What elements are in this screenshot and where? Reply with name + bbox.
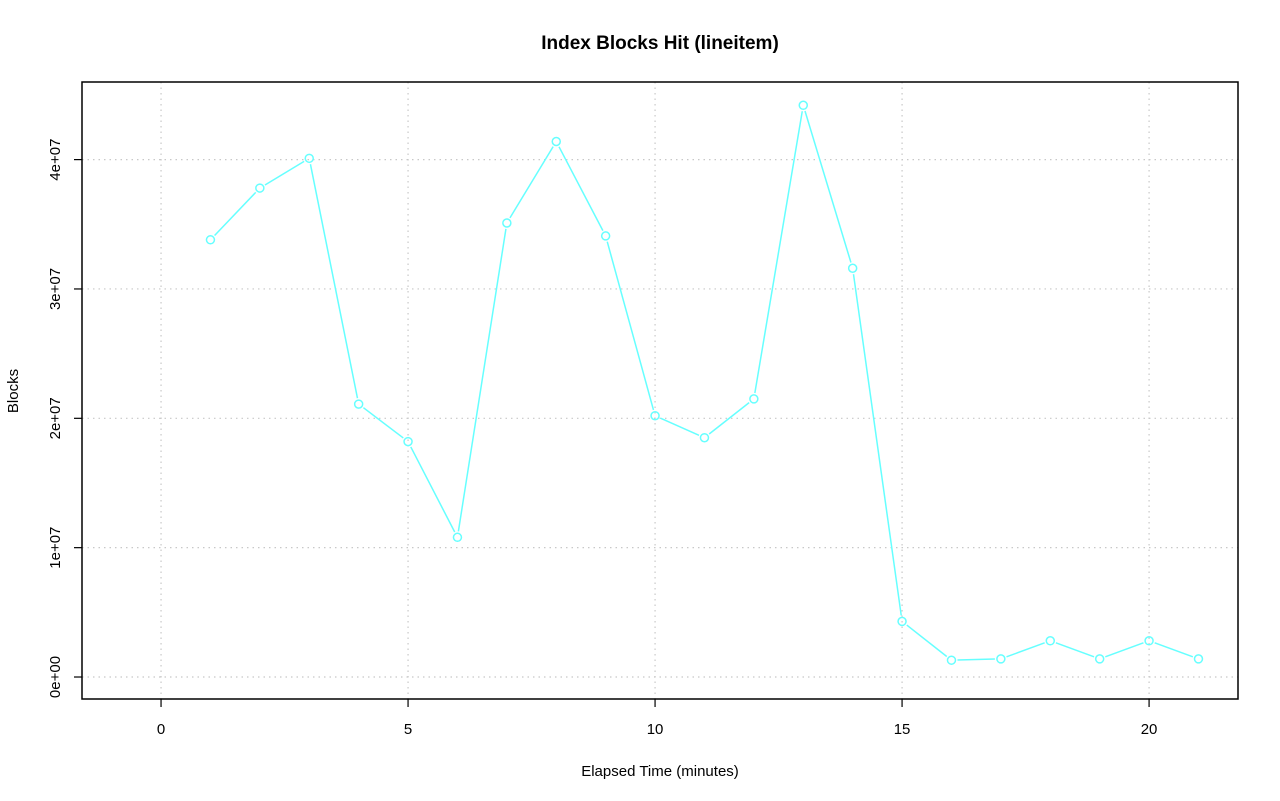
x-tick-label: 10	[647, 721, 664, 738]
series-segment	[804, 110, 852, 263]
data-point	[353, 399, 364, 409]
series-segment	[957, 658, 995, 661]
x-tick-label: 15	[894, 721, 911, 738]
data-point	[996, 654, 1006, 664]
axes: 0 5 10 15 20 0e+00 1e+07 2e+07 3e+07 4e+07	[47, 139, 1157, 738]
grid	[82, 82, 1238, 699]
data-point	[304, 153, 314, 164]
series-segment	[1055, 642, 1095, 658]
data-point	[1094, 654, 1105, 664]
data-point	[699, 432, 710, 443]
series-segment	[509, 146, 554, 219]
series-segment	[362, 407, 404, 439]
series-segment	[852, 274, 902, 616]
series-segment	[660, 417, 700, 436]
y-tick-label: 2e+07	[47, 397, 64, 439]
plot-frame	[81, 81, 1239, 700]
x-tick-label: 5	[404, 721, 412, 738]
y-tick-label: 3e+07	[47, 268, 64, 310]
y-axis-label: Blocks	[5, 369, 22, 413]
data-point	[452, 532, 463, 543]
series-segment	[410, 446, 456, 533]
data-point	[600, 231, 611, 241]
y-tick-label: 4e+07	[47, 139, 64, 181]
y-tick-label: 0e+00	[47, 656, 64, 698]
series-segment	[606, 241, 655, 411]
x-tick-label: 0	[157, 721, 165, 738]
data-point	[551, 136, 562, 147]
data-point	[650, 410, 660, 421]
series-segment	[708, 402, 750, 435]
data-point	[205, 235, 216, 245]
series-segment	[754, 111, 804, 394]
data-point	[946, 655, 957, 665]
series-segment	[214, 191, 257, 236]
series-segment	[1006, 642, 1045, 658]
data-point	[1144, 636, 1154, 646]
data-point	[403, 436, 413, 447]
data-point	[749, 394, 759, 404]
series-segment	[1154, 642, 1194, 658]
series-segment	[1105, 642, 1144, 658]
data-point	[1193, 654, 1204, 664]
series-segment	[309, 164, 359, 399]
data-point	[897, 616, 907, 627]
data-point	[847, 263, 858, 274]
series-segment	[264, 160, 305, 186]
series-segment	[457, 228, 507, 532]
x-tick-label: 20	[1141, 721, 1158, 738]
series-segment	[558, 146, 604, 231]
chart-title: Index Blocks Hit (lineitem)	[541, 33, 779, 54]
data-point	[1045, 636, 1056, 646]
data-point	[502, 218, 512, 228]
series-segment	[906, 624, 948, 658]
y-tick-label: 1e+07	[47, 527, 64, 569]
x-axis-label: Elapsed Time (minutes)	[581, 763, 739, 780]
series	[205, 100, 1204, 665]
data-point	[255, 183, 265, 193]
data-point	[798, 100, 809, 111]
